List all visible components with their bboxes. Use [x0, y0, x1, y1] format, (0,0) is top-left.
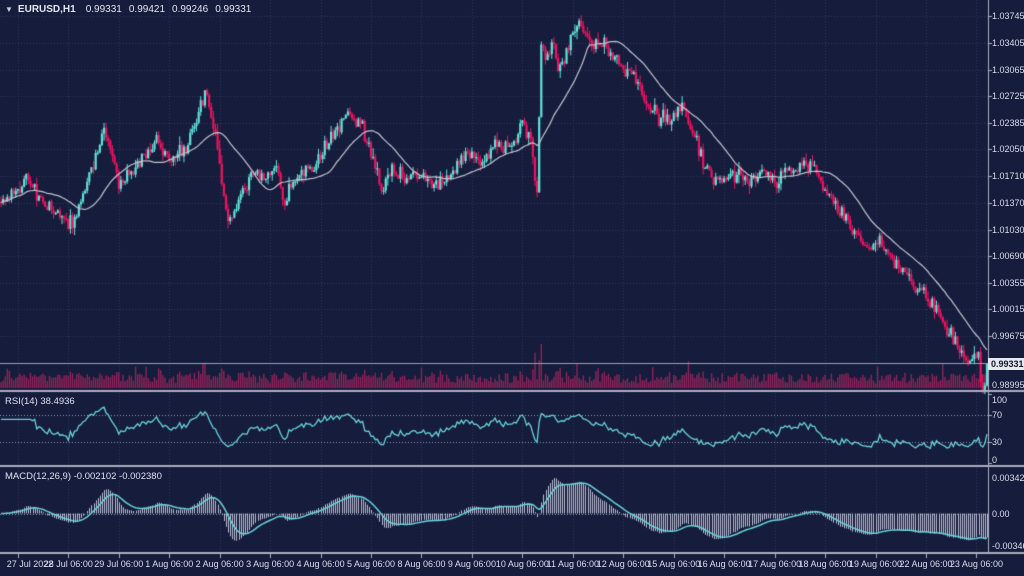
price-axis-label: 1.01710: [992, 171, 1024, 182]
time-axis-label: 28 Jul 06:00: [43, 559, 93, 569]
price-axis-label: 1.02725: [992, 91, 1024, 102]
time-axis-label: 22 Aug 06:00: [899, 559, 953, 569]
time-axis-label: 10 Aug 06:00: [495, 559, 549, 569]
rsi-axis-label: 0: [992, 455, 998, 465]
macd-axis-label: 0.00: [992, 508, 1010, 519]
rsi-axis-label: 70: [992, 409, 1003, 420]
time-axis-label: 15 Aug 06:00: [647, 559, 701, 569]
time-axis-label: 18 Aug 06:00: [798, 559, 852, 569]
time-axis-label: 9 Aug 06:00: [447, 559, 496, 569]
time-axis-label: 1 Aug 06:00: [145, 559, 194, 569]
quote-low: 0.99246: [172, 4, 209, 15]
time-axis-label: 8 Aug 06:00: [397, 559, 446, 569]
price-axis: 1.03745 1.03405 1.03065 1.02725 1.02385 1.020…: [992, 0, 1024, 552]
price-axis-label: 1.00015: [992, 304, 1024, 315]
time-axis-label: 27 Jul 2022: [6, 559, 54, 569]
current-price-tag: 0.99331: [988, 357, 1024, 370]
price-axis-label: 1.02050: [992, 144, 1024, 155]
time-axis-label: 16 Aug 06:00: [697, 559, 751, 569]
price-axis-label: 1.03065: [992, 64, 1024, 75]
time-axis-label: 2 Aug 06:00: [195, 559, 244, 569]
chart-menu-triangle-icon[interactable]: ▼: [5, 5, 13, 14]
quote-open: 0.99331: [85, 4, 122, 15]
chart-header: ▼ EURUSD,H1 0.99331 0.99421 0.99246 0.99331: [5, 4, 258, 15]
time-axis-label: 29 Jul 06:00: [94, 559, 144, 569]
rsi-indicator-label: RSI(14) 38.4936: [5, 396, 75, 407]
time-axis-label: 17 Aug 06:00: [748, 559, 802, 569]
price-axis-label: 1.01370: [992, 197, 1024, 208]
price-axis-label: 0.99675: [992, 331, 1024, 342]
rsi-axis-label: 30: [992, 437, 1003, 448]
price-axis-label: 1.00690: [992, 251, 1024, 262]
price-axis-label: 1.02385: [992, 118, 1024, 129]
quote-high: 0.99421: [128, 4, 166, 15]
time-axis-label: 5 Aug 06:00: [346, 559, 396, 569]
time-axis-label: 12 Aug 06:00: [596, 559, 650, 569]
price-axis-label: 0.98995: [992, 380, 1024, 390]
price-axis-label: 1.01030: [992, 224, 1024, 235]
time-axis-label: 23 Aug 06:00: [949, 559, 1003, 569]
symbol-period-label: EURUSD,H1: [17, 4, 76, 15]
macd-axis-label: -0.003467: [992, 541, 1024, 551]
price-axis-label: 1.00355: [992, 277, 1024, 288]
time-axis-label: 19 Aug 06:00: [849, 559, 903, 569]
price-axis-label: 1.03745: [992, 11, 1024, 22]
price-axis-label: 1.03405: [992, 37, 1024, 48]
macd-axis-label: 0.003429: [992, 473, 1024, 483]
time-axis: 27 Jul 2022 28 Jul 06:00 29 Jul 06:00 1 Aug…: [0, 556, 1024, 576]
quote-close: 0.99331: [215, 4, 252, 15]
time-axis-label: 4 Aug 06:00: [296, 559, 345, 569]
time-axis-label: 3 Aug 06:00: [246, 559, 295, 569]
macd-indicator-label: MACD(12,26,9) -0.002102 -0.002380: [5, 471, 162, 482]
time-axis-label: 11 Aug 06:00: [546, 559, 600, 569]
rsi-axis-label: 100: [992, 395, 1008, 405]
